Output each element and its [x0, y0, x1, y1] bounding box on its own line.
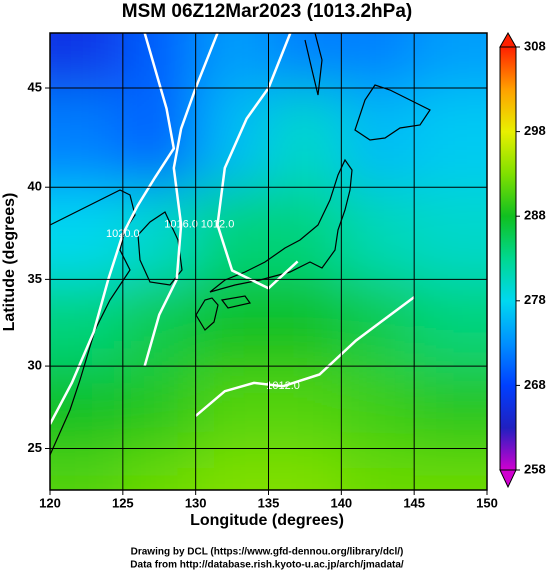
isobar-label: 1016.0 — [164, 219, 198, 231]
field-cell — [50, 88, 124, 189]
field-cell — [414, 88, 487, 189]
colorbar-extend — [499, 31, 517, 48]
field-cell — [268, 279, 343, 368]
coastline — [220, 295, 252, 309]
field-cell — [414, 448, 487, 490]
x-axis-label: Longitude (degrees) — [190, 512, 344, 529]
x-tick-label: 125 — [112, 495, 134, 510]
isobar — [143, 33, 219, 367]
field-cell — [341, 33, 416, 90]
field-cell — [195, 33, 270, 90]
x-tick-label: 145 — [403, 495, 425, 510]
y-tick-label: 45 — [28, 79, 42, 94]
field-cell — [50, 448, 124, 490]
colorbar: 258 268 278 288 298 308 — [499, 31, 546, 489]
coastline — [195, 297, 219, 331]
colorbar-extend — [499, 469, 517, 489]
field-cell — [414, 366, 487, 450]
colorbar-tick-label: 268 — [524, 377, 546, 392]
grid — [50, 33, 487, 490]
colorbar-tick-label: 278 — [524, 292, 546, 307]
chart-title: MSM 06Z12Mar2023 (1013.2hPa) — [122, 1, 412, 22]
x-tick-label: 135 — [258, 495, 280, 510]
colorbar-tick-label: 298 — [524, 123, 546, 138]
field-cell — [195, 279, 270, 368]
colorbar-tick-label: 308 — [524, 38, 546, 53]
field-cell — [50, 187, 124, 281]
field-cell — [122, 448, 197, 490]
field-cell — [341, 187, 416, 281]
field-cell — [341, 448, 416, 490]
field-cell — [268, 448, 343, 490]
field-cell — [195, 366, 270, 450]
y-axis-label: Latitude (degrees) — [1, 193, 18, 332]
field-cell — [195, 448, 270, 490]
y-tick-label: 40 — [28, 179, 42, 194]
field-cell — [414, 187, 487, 281]
x-tick-label: 140 — [330, 495, 352, 510]
field-cell — [50, 366, 124, 450]
field-cell — [195, 187, 270, 281]
credit: Data from http://database.rish.kyoto-u.a… — [130, 560, 404, 571]
field-cells — [50, 33, 487, 490]
isobar — [50, 33, 176, 425]
isobar — [216, 33, 299, 290]
isobar-label: 1012.0 — [266, 380, 300, 392]
colorbar-tick-label: 288 — [524, 208, 546, 223]
colorbar-tick-label: 258 — [524, 461, 546, 476]
field-cell — [122, 279, 197, 368]
field-cell — [341, 88, 416, 189]
coastline — [354, 84, 431, 141]
field-cell — [50, 33, 124, 90]
field-cell — [50, 279, 124, 368]
isobar-label: 1012.0 — [201, 219, 235, 231]
x-tick-label: 130 — [185, 495, 207, 510]
field-cell — [122, 366, 197, 450]
field-cell — [414, 279, 487, 368]
x-tick-label: 120 — [39, 495, 61, 510]
field-cell — [122, 33, 197, 90]
x-tick-label: 150 — [476, 495, 498, 510]
y-tick-label: 35 — [28, 271, 42, 286]
field-cell — [341, 366, 416, 450]
coastline — [209, 158, 353, 293]
y-tick-label: 25 — [28, 440, 42, 455]
credit: Drawing by DCL (https://www.gfd-dennou.o… — [131, 547, 404, 558]
field-cell — [122, 187, 197, 281]
y-tick-label: 30 — [28, 358, 42, 373]
isobar — [194, 296, 415, 417]
field-cell — [122, 88, 197, 189]
coastline — [304, 33, 323, 96]
coastline — [137, 211, 183, 286]
colorbar-scale — [499, 46, 517, 471]
field-cell — [414, 33, 487, 90]
field-cell — [268, 88, 343, 189]
field-cell — [268, 187, 343, 281]
